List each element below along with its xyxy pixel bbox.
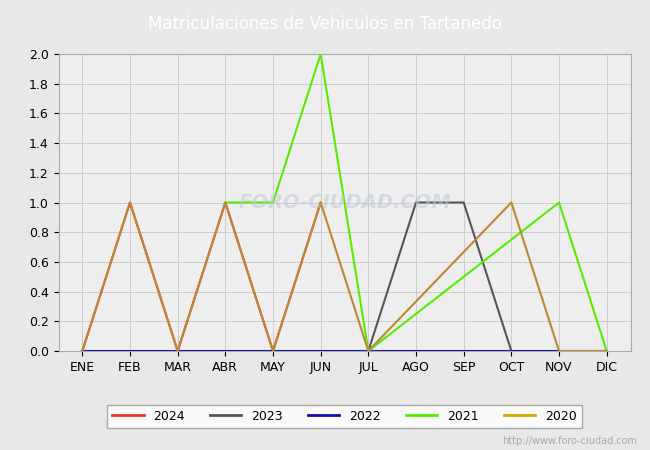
- 2023: [508, 348, 515, 354]
- 2024: [317, 200, 324, 205]
- 2021: [269, 200, 277, 205]
- 2022: [508, 348, 515, 354]
- 2023: [365, 348, 372, 354]
- Text: FORO-CIUDAD.COM: FORO-CIUDAD.COM: [238, 193, 451, 212]
- 2024: [126, 200, 134, 205]
- 2020: [603, 348, 610, 354]
- 2020: [126, 200, 134, 205]
- 2024: [174, 348, 181, 354]
- Line: 2023: 2023: [369, 202, 512, 351]
- 2020: [222, 200, 229, 205]
- 2024: [79, 348, 86, 354]
- 2020: [269, 348, 277, 354]
- 2022: [460, 348, 467, 354]
- 2022: [365, 348, 372, 354]
- 2022: [412, 348, 420, 354]
- 2021: [603, 348, 610, 354]
- 2022: [222, 348, 229, 354]
- Line: 2021: 2021: [226, 54, 606, 351]
- 2020: [365, 348, 372, 354]
- 2021: [317, 51, 324, 57]
- 2020: [555, 348, 563, 354]
- Text: Matriculaciones de Vehiculos en Tartanedo: Matriculaciones de Vehiculos en Tartaned…: [148, 14, 502, 33]
- 2021: [222, 200, 229, 205]
- 2022: [269, 348, 277, 354]
- 2020: [174, 348, 181, 354]
- Legend: 2024, 2023, 2022, 2021, 2020: 2024, 2023, 2022, 2021, 2020: [107, 405, 582, 428]
- 2022: [79, 348, 86, 354]
- 2022: [555, 348, 563, 354]
- 2021: [365, 348, 372, 354]
- 2022: [317, 348, 324, 354]
- 2022: [174, 348, 181, 354]
- 2022: [126, 348, 134, 354]
- Line: 2020: 2020: [83, 202, 606, 351]
- 2022: [603, 348, 610, 354]
- 2023: [460, 200, 467, 205]
- Line: 2024: 2024: [83, 202, 320, 351]
- 2023: [412, 200, 420, 205]
- Text: http://www.foro-ciudad.com: http://www.foro-ciudad.com: [502, 436, 637, 446]
- 2020: [508, 200, 515, 205]
- 2020: [317, 200, 324, 205]
- 2024: [269, 348, 277, 354]
- 2024: [222, 200, 229, 205]
- 2021: [555, 200, 563, 205]
- 2020: [79, 348, 86, 354]
